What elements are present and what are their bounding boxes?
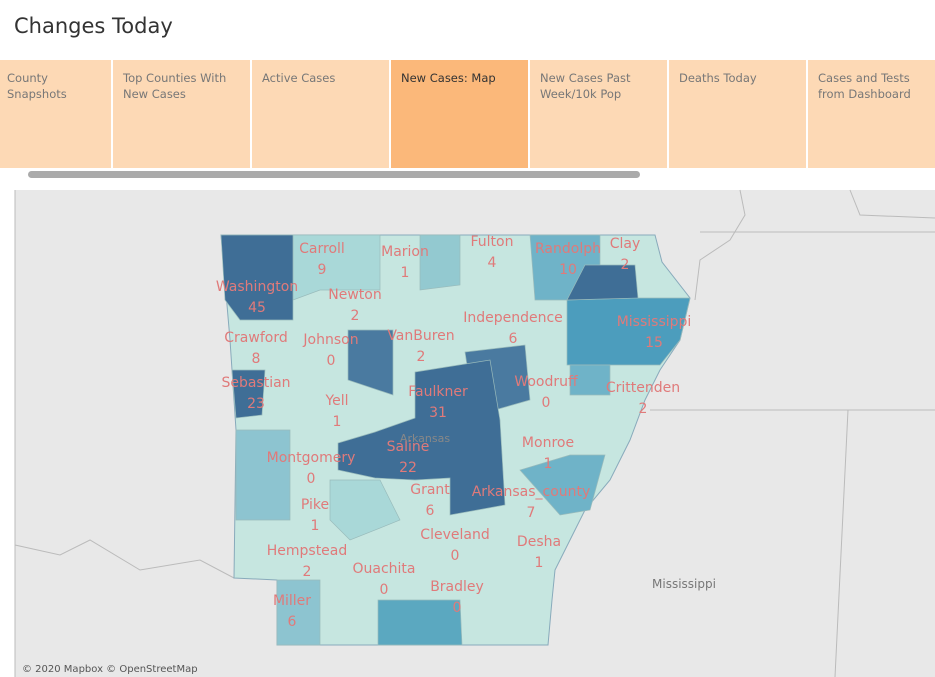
- county-value: 10: [559, 262, 577, 278]
- tab[interactable]: New Cases: Map: [391, 60, 528, 168]
- county-name: Independence: [463, 310, 563, 326]
- county-name: Carroll: [299, 241, 345, 257]
- tabs: County Snapshots Top Counties With New Ca…: [0, 60, 935, 169]
- county-name: Marion: [381, 244, 429, 260]
- county-name: Hempstead: [267, 543, 348, 559]
- county-name: Washington: [216, 279, 298, 295]
- county-value: 1: [333, 414, 342, 430]
- counties: [220, 234, 691, 646]
- place-label: Arkansas: [400, 432, 450, 445]
- county-value: 2: [417, 349, 426, 365]
- county-name: Clay: [610, 236, 641, 252]
- county-value: 8: [252, 351, 261, 367]
- county-value: 15: [645, 335, 663, 351]
- county-value: 1: [544, 456, 553, 472]
- county-value: 31: [429, 405, 447, 421]
- county-name: Sebastian: [221, 375, 290, 391]
- county-name: VanBuren: [387, 328, 454, 344]
- county-value: 2: [303, 564, 312, 580]
- county-name: Randolph: [535, 241, 601, 257]
- county-value: 6: [288, 614, 297, 630]
- county-value: 0: [453, 600, 462, 616]
- county-value: 4: [488, 255, 497, 271]
- county-name: Faulkner: [408, 384, 468, 400]
- county-value: 6: [426, 503, 435, 519]
- borders: [14, 189, 935, 677]
- county-value: 7: [527, 505, 536, 521]
- county-value: 2: [621, 257, 630, 273]
- county-value: 9: [318, 262, 327, 278]
- county-value: 0: [542, 395, 551, 411]
- county-value: 0: [327, 353, 336, 369]
- county-name: Cleveland: [420, 527, 489, 543]
- county-name: Fulton: [471, 234, 514, 250]
- county-name: Montgomery: [267, 450, 356, 466]
- county-value: 2: [351, 308, 360, 324]
- county-value: 1: [401, 265, 410, 281]
- county-name: Crittenden: [606, 380, 680, 396]
- tab[interactable]: Deaths Today: [669, 60, 806, 168]
- place-label: Mississippi: [652, 577, 716, 591]
- county-name: Crawford: [224, 330, 287, 346]
- county-value: 1: [535, 555, 544, 571]
- county-name: Saline: [387, 439, 430, 455]
- county-value: 0: [451, 548, 460, 564]
- attribution: © 2020 Mapbox © OpenStreetMap: [22, 664, 198, 675]
- county-value: 0: [380, 582, 389, 598]
- county-name: Newton: [328, 287, 381, 303]
- scrollbar[interactable]: [28, 171, 640, 178]
- county-value: 1: [311, 518, 320, 534]
- county-value: 2: [639, 401, 648, 417]
- title: Changes Today: [14, 14, 173, 38]
- county-name: Pike: [301, 497, 329, 513]
- county-name: Johnson: [302, 332, 358, 348]
- county-name: Mississippi: [617, 314, 692, 330]
- tab[interactable]: New Cases Past Week/10k Pop: [530, 60, 667, 168]
- county-value: 23: [247, 396, 265, 412]
- tab[interactable]: County Snapshots: [0, 60, 111, 168]
- tab[interactable]: Top Counties With New Cases: [113, 60, 250, 168]
- county-name: Ouachita: [353, 561, 416, 577]
- county-name: Miller: [273, 593, 311, 609]
- tab[interactable]: Active Cases: [252, 60, 389, 168]
- county-name: Bradley: [430, 579, 484, 595]
- county-name: Grant: [410, 482, 450, 498]
- county-value: 45: [248, 300, 266, 316]
- county-value: 22: [399, 460, 417, 476]
- county-name: Arkansas_county: [472, 484, 591, 500]
- county-name: Yell: [324, 393, 348, 409]
- county-value: 0: [307, 471, 316, 487]
- county-name: Desha: [517, 534, 561, 550]
- county-name: Woodruff: [514, 374, 578, 390]
- county-value: 6: [509, 331, 518, 347]
- tab[interactable]: Cases and Tests from Dashboard: [808, 60, 935, 168]
- county-name: Monroe: [522, 435, 574, 451]
